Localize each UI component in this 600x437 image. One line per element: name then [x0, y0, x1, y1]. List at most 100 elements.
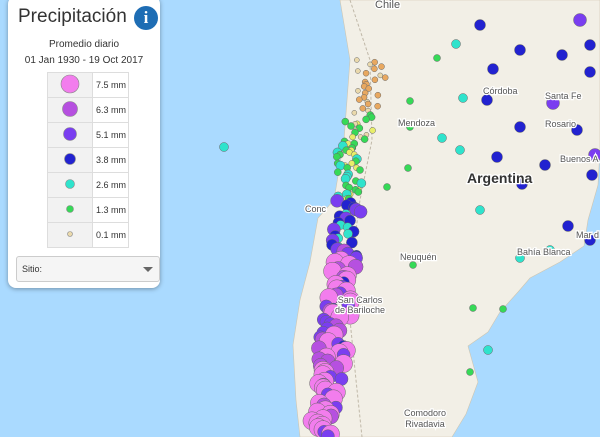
- station-marker: [451, 39, 461, 49]
- station-marker: [556, 49, 568, 61]
- station-marker: [346, 236, 358, 249]
- station-marker: [514, 44, 526, 56]
- station-marker: [343, 229, 353, 239]
- station-marker: [365, 85, 372, 92]
- site-dropdown[interactable]: Sitio:: [16, 256, 160, 282]
- station-marker: [487, 63, 499, 75]
- station-marker: [341, 117, 350, 126]
- place-label: Rosario: [545, 119, 576, 129]
- station-marker: [499, 305, 507, 313]
- legend-symbol: [47, 72, 93, 98]
- station-marker: [475, 205, 485, 215]
- station-marker: [355, 68, 361, 74]
- legend-icon: [64, 153, 76, 165]
- station-marker: [584, 66, 596, 78]
- station-marker: [367, 61, 373, 68]
- station-marker: [455, 145, 465, 155]
- station-marker: [584, 39, 596, 51]
- station-marker: [374, 91, 382, 99]
- station-marker: [351, 110, 358, 116]
- station-marker: [362, 115, 370, 124]
- place-label: Córdoba: [483, 86, 518, 96]
- station-marker: [433, 54, 441, 62]
- panel-title: Precipitación: [18, 6, 127, 27]
- place-label: Bahía Blanca: [517, 247, 571, 257]
- station-marker: [354, 188, 363, 196]
- station-marker: [573, 13, 587, 27]
- legend-label: 0.1 mm: [92, 222, 129, 248]
- legend-circle: [60, 74, 80, 94]
- legend-icon: [63, 127, 77, 141]
- station-marker: [374, 102, 381, 110]
- place-label: Santa Fe: [545, 91, 582, 101]
- station-layer: [219, 13, 600, 437]
- legend-row: 1.3 mm: [47, 197, 129, 223]
- station-marker: [355, 88, 361, 94]
- legend-row: 2.6 mm: [47, 172, 129, 198]
- station-marker: [474, 19, 486, 31]
- station-marker: [321, 429, 335, 437]
- station-marker: [404, 164, 412, 172]
- place-label: Comodoro: [404, 408, 446, 418]
- station-marker: [539, 159, 551, 171]
- legend-icon: [67, 231, 73, 237]
- legend-circle: [67, 231, 73, 237]
- place-label: Conc: [305, 204, 327, 214]
- station-marker: [219, 142, 229, 152]
- station-marker: [483, 345, 493, 355]
- station-marker: [348, 160, 356, 167]
- station-marker: [481, 94, 493, 106]
- place-label: de Bariloche: [335, 305, 385, 315]
- station-marker: [353, 205, 368, 219]
- station-marker: [584, 234, 596, 246]
- legend-circle: [66, 205, 74, 213]
- station-marker: [356, 166, 364, 174]
- border: [349, 0, 373, 437]
- station-marker: [381, 74, 389, 81]
- info-button[interactable]: i: [134, 6, 158, 30]
- legend-row: 7.5 mm: [47, 72, 129, 98]
- station-marker: [491, 151, 503, 163]
- legend-icon: [60, 74, 80, 94]
- place-label: Argentina: [467, 170, 533, 186]
- station-marker: [437, 133, 447, 143]
- legend-label: 5.1 mm: [92, 122, 129, 148]
- legend-row: 5.1 mm: [47, 122, 129, 148]
- legend-icon: [65, 179, 75, 189]
- station-marker: [588, 148, 600, 162]
- subtitle: Promedio diario: [48, 39, 120, 50]
- legend-symbol: [47, 222, 93, 248]
- legend-label: 6.3 mm: [92, 97, 129, 123]
- station-marker: [515, 253, 525, 263]
- legend-symbol: [47, 97, 93, 123]
- station-marker: [466, 368, 474, 376]
- station-marker: [360, 135, 369, 143]
- label-layer: Chile Córdoba Santa Fe Rosario Buenos A Mendo…: [304, 0, 600, 430]
- place-label: Neuquén: [400, 252, 437, 262]
- station-marker: [383, 183, 391, 191]
- station-marker: [347, 122, 355, 130]
- station-marker: [571, 124, 583, 136]
- legend-table: 7.5 mm 6.3 mm 5.1 mm 3.8 mm 2.6 mm 1.3 mm 0.1 …: [47, 72, 129, 248]
- legend-circle: [65, 179, 75, 189]
- station-marker: [562, 220, 574, 232]
- place-label: Chile: [375, 0, 400, 11]
- legend-row: 6.3 mm: [47, 97, 129, 123]
- legend-symbol: [47, 147, 93, 173]
- station-marker: [516, 178, 528, 190]
- station-marker: [458, 93, 468, 103]
- legend-row: 0.1 mm: [47, 222, 129, 248]
- station-marker: [377, 72, 384, 79]
- station-marker: [354, 57, 360, 63]
- legend-label: 1.3 mm: [92, 197, 129, 223]
- legend-label: 3.8 mm: [92, 147, 129, 173]
- legend-label: 2.6 mm: [92, 172, 129, 198]
- legend-circle: [63, 127, 77, 141]
- date-range: 01 Jan 1930 - 19 Oct 2017: [24, 55, 144, 66]
- station-marker: [514, 121, 526, 133]
- station-marker: [406, 123, 414, 131]
- station-marker: [356, 96, 363, 103]
- legend-label: 7.5 mm: [92, 72, 129, 98]
- station-marker: [364, 100, 372, 108]
